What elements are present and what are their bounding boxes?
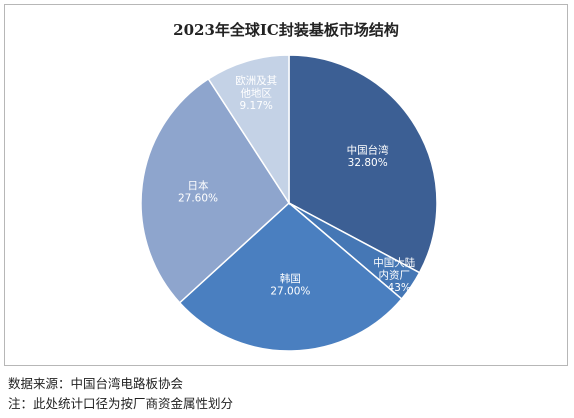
chart-title: 2023年全球IC封装基板市场结构 xyxy=(173,21,399,39)
slice-label: 日本 27.60% xyxy=(178,179,218,205)
pie-slice xyxy=(207,54,290,206)
slice-category-label: 内资厂 xyxy=(378,269,410,282)
pie-slice xyxy=(178,202,403,352)
slice-label: 中国台湾 32.80% xyxy=(347,144,389,170)
chart-frame: 2023年全球IC封装基板市场结构 中国台湾 32.80% 中国大陆内资厂 3.43%… xyxy=(4,4,568,366)
slice-value-label: 27.60% xyxy=(178,193,218,205)
slice-category-label: 欧洲及其 xyxy=(235,75,277,87)
slice-category-label: 日本 xyxy=(187,179,208,192)
slice-value-label: 32.80% xyxy=(348,157,388,169)
slice-category-label: 韩国 xyxy=(280,272,301,285)
pie-chart: 中国台湾 32.80%中国大陆内资厂 3.43%韩国 27.00%日本 27.60%欧洲… xyxy=(140,54,438,352)
pie-slice xyxy=(140,77,290,304)
slice-value-label: 9.17% xyxy=(240,100,273,112)
footnote: 注：此处统计口径为按厂商资金属性划分 xyxy=(8,396,234,411)
pie-slice xyxy=(288,54,438,274)
data-source-note: 数据来源：中国台湾电路板协会 xyxy=(8,376,184,391)
slice-category-label: 中国台湾 xyxy=(347,144,389,157)
slice-category-label: 中国大陆 xyxy=(373,256,415,269)
slice-category-label: 他地区 xyxy=(240,86,272,99)
slice-label: 韩国 27.00% xyxy=(270,272,310,298)
slice-label: 欧洲及其他地区 9.17% xyxy=(235,75,277,112)
slice-value-label: 27.00% xyxy=(270,286,310,298)
